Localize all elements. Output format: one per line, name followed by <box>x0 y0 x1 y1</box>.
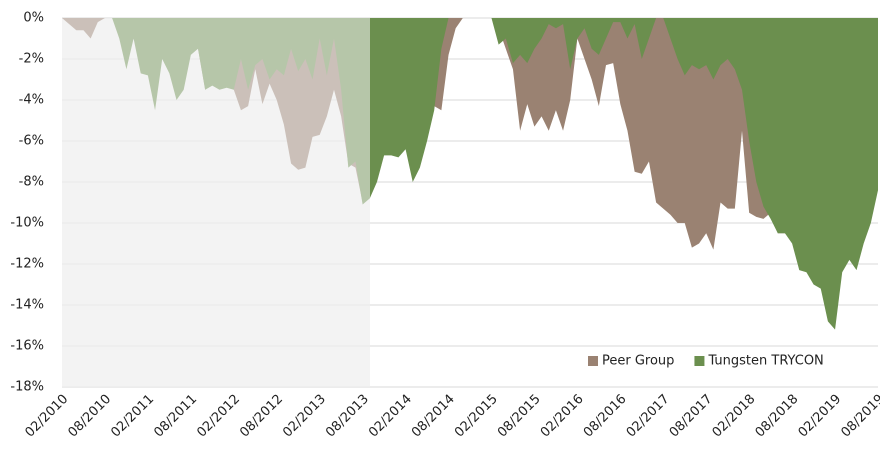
x-tick-label: 02/2011 <box>108 392 157 441</box>
x-tick-label: 08/2011 <box>151 392 200 441</box>
y-tick-label: -4% <box>19 93 44 108</box>
x-tick-label: 02/2015 <box>452 392 501 441</box>
x-tick-label: 08/2013 <box>323 392 372 441</box>
x-tick-label: 02/2016 <box>538 392 587 441</box>
y-tick-label: -8% <box>19 175 44 190</box>
x-tick-label: 08/2010 <box>65 392 114 441</box>
x-tick-label: 08/2017 <box>667 392 716 441</box>
y-tick-label: -6% <box>19 134 44 149</box>
legend-label: Peer Group <box>602 354 674 369</box>
x-tick-label: 02/2013 <box>280 392 329 441</box>
backtest-overlay <box>62 18 370 387</box>
x-tick-label: 08/2012 <box>237 392 286 441</box>
y-tick-label: -18% <box>10 380 44 395</box>
x-tick-label: 02/2014 <box>366 392 415 441</box>
legend-swatch <box>588 356 598 366</box>
y-tick-label: -12% <box>10 257 44 272</box>
x-tick-label: 08/2016 <box>581 392 630 441</box>
x-tick-label: 02/2012 <box>194 392 243 441</box>
y-tick-label: 0% <box>23 11 44 26</box>
x-tick-label: 02/2019 <box>796 392 845 441</box>
y-tick-label: -2% <box>19 52 44 67</box>
x-tick-label: 02/2017 <box>624 392 673 441</box>
x-tick-label: 08/2019 <box>839 392 880 441</box>
x-tick-label: 08/2015 <box>495 392 544 441</box>
legend-label: Tungsten TRYCON <box>707 354 823 369</box>
y-tick-label: -10% <box>10 216 44 231</box>
y-tick-label: -16% <box>10 339 44 354</box>
x-tick-label: 02/2018 <box>710 392 759 441</box>
legend-swatch <box>694 356 705 366</box>
x-tick-label: 08/2014 <box>409 392 458 441</box>
y-tick-label: -14% <box>10 298 44 313</box>
x-tick-label: 02/2010 <box>23 392 72 441</box>
x-tick-label: 08/2018 <box>753 392 802 441</box>
